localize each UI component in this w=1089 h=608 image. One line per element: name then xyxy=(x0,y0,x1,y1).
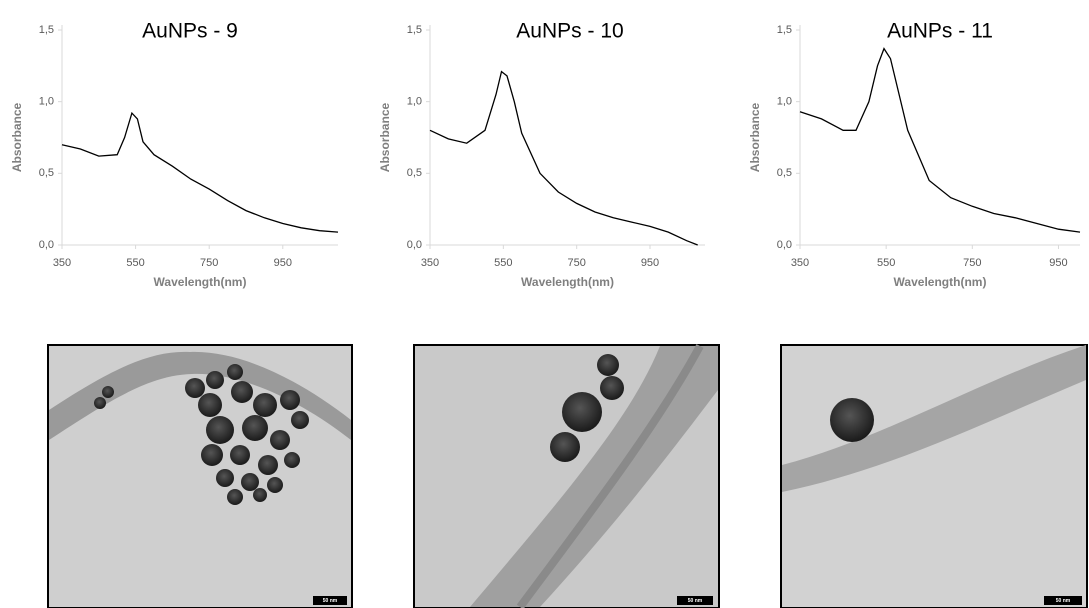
x-tick-label: 750 xyxy=(200,257,218,269)
y-tick-label: 1,0 xyxy=(407,96,422,108)
tem-image: 50 nm xyxy=(413,344,720,608)
x-tick-label: 350 xyxy=(791,257,809,269)
y-tick-label: 0,5 xyxy=(777,167,792,179)
chart-title: AuNPs - 10 xyxy=(516,20,623,43)
x-tick-label: 350 xyxy=(53,257,71,269)
scale-bar-label: 50 nm xyxy=(1056,598,1071,604)
y-tick-label: 0,5 xyxy=(407,167,422,179)
y-tick-label: 0,0 xyxy=(777,239,792,251)
y-tick-label: 1,5 xyxy=(407,24,422,36)
x-tick-label: 950 xyxy=(641,257,659,269)
y-tick-label: 1,5 xyxy=(777,24,792,36)
scale-bar-label: 50 nm xyxy=(323,598,338,604)
y-tick-label: 1,5 xyxy=(39,24,54,36)
chart-title: AuNPs - 11 xyxy=(887,20,993,43)
scale-bar-label: 50 nm xyxy=(688,598,703,604)
y-axis-label: Absorbance xyxy=(10,103,24,173)
y-axis-label: Absorbance xyxy=(748,103,762,173)
x-tick-label: 750 xyxy=(567,257,585,269)
x-tick-label: 750 xyxy=(963,257,981,269)
y-tick-label: 0,0 xyxy=(39,239,54,251)
data-line xyxy=(61,111,339,233)
x-axis-label: Wavelength(nm) xyxy=(154,275,247,289)
tem-image: 50 nm xyxy=(47,344,353,608)
y-tick-label: 0,5 xyxy=(39,167,54,179)
y-tick-label: 1,0 xyxy=(39,96,54,108)
x-tick-label: 550 xyxy=(126,257,144,269)
x-tick-label: 550 xyxy=(494,257,512,269)
x-tick-label: 550 xyxy=(877,257,895,269)
x-axis-label: Wavelength(nm) xyxy=(894,275,987,289)
y-axis-label: Absorbance xyxy=(378,103,392,173)
tem-image: 50 nm xyxy=(780,344,1088,608)
x-tick-label: 350 xyxy=(421,257,439,269)
x-axis-label: Wavelength(nm) xyxy=(521,275,614,289)
y-tick-label: 0,0 xyxy=(407,239,422,251)
x-tick-label: 950 xyxy=(1049,257,1067,269)
y-tick-label: 1,0 xyxy=(777,96,792,108)
chart-title: AuNPs - 9 xyxy=(142,20,238,43)
data-line xyxy=(429,70,698,246)
data-line xyxy=(799,47,1081,233)
x-tick-label: 950 xyxy=(274,257,292,269)
